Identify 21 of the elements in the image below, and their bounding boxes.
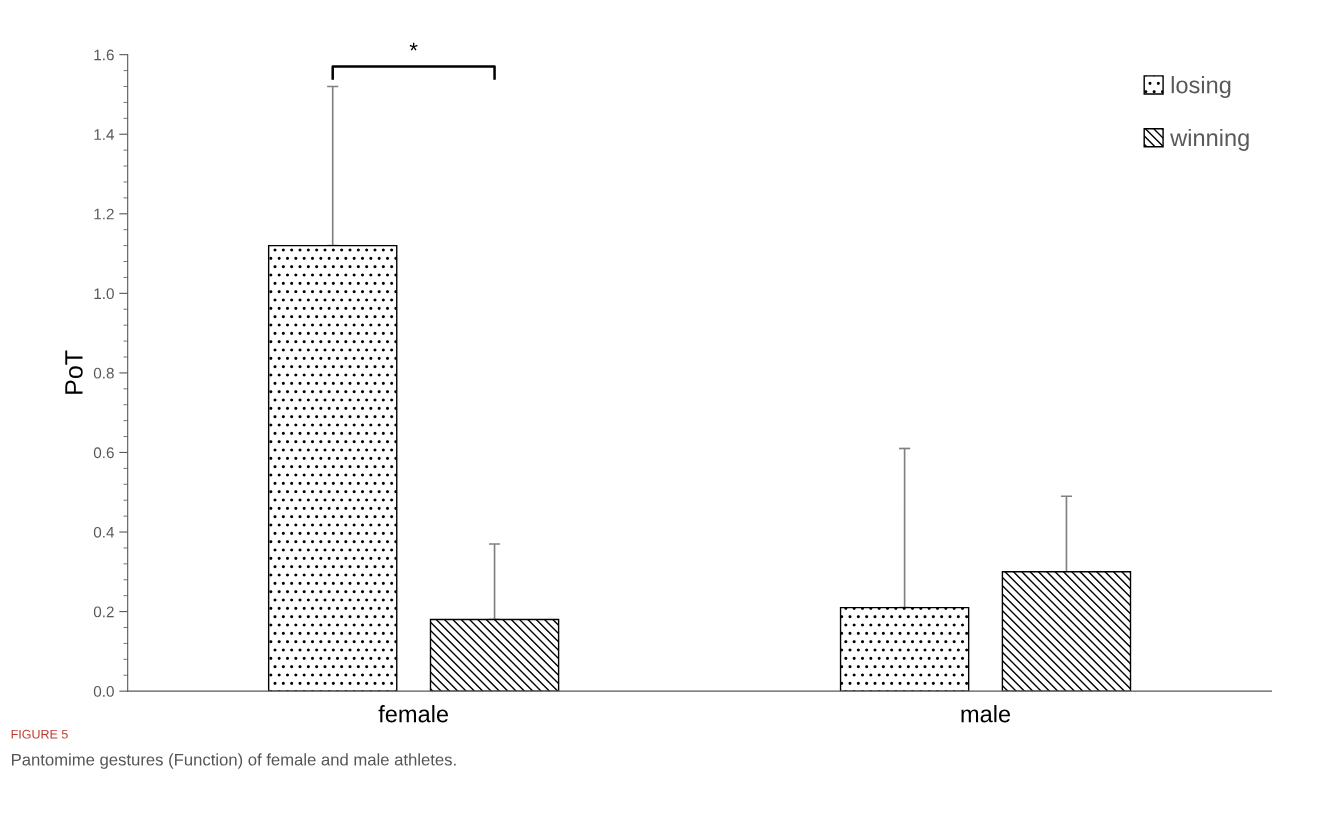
caption: FIGURE 5 bbox=[11, 729, 68, 739]
y-tick-label: 0.2 bbox=[93, 606, 114, 618]
y-tick-label: 0.8 bbox=[93, 367, 114, 379]
y-tick-label: 1.2 bbox=[94, 208, 114, 220]
y-tick-label: 0.0 bbox=[93, 686, 114, 697]
text: Pantomime gestures (Function) of female and male athletes. bbox=[12, 753, 456, 769]
y-tick-label: 0.6 bbox=[93, 447, 114, 459]
text: * bbox=[409, 42, 418, 51]
x-tick-label: female bbox=[378, 705, 449, 723]
y-tick-label: 1.6 bbox=[94, 49, 114, 61]
y-tick-label: 1.0 bbox=[94, 288, 114, 300]
y-tick-label: 1.4 bbox=[94, 129, 115, 140]
x-tick-label: male bbox=[961, 705, 1011, 723]
legend-label: winning bbox=[1170, 128, 1249, 151]
y-tick-label: 0.4 bbox=[93, 526, 115, 538]
bar bbox=[839, 606, 970, 692]
bar bbox=[429, 618, 560, 692]
bar bbox=[267, 244, 398, 692]
legend-label: losing bbox=[1171, 76, 1231, 99]
bar bbox=[1001, 571, 1132, 692]
y-axis-title: PoT bbox=[65, 350, 83, 394]
